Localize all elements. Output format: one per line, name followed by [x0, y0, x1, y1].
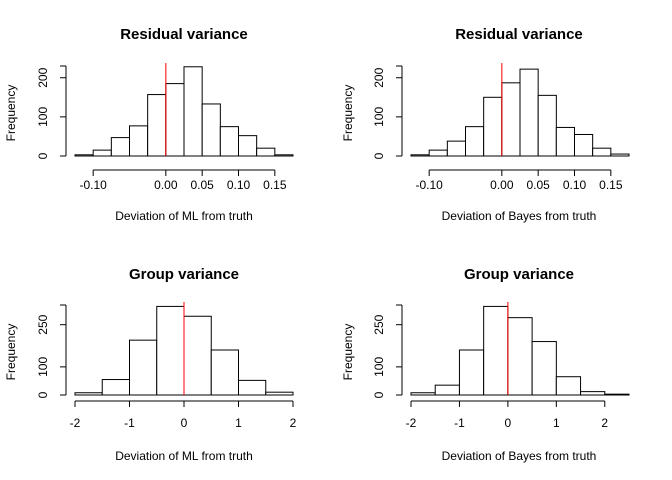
histogram-bar — [156, 305, 185, 396]
histogram-bar — [165, 83, 185, 157]
x-tick-label: 0.00 — [154, 178, 178, 192]
histogram-bar — [555, 126, 575, 157]
histogram-bar — [274, 154, 294, 157]
y-tick-label: 200 — [36, 67, 50, 87]
x-tick-label: 2 — [601, 416, 608, 430]
histogram-bar — [265, 391, 294, 396]
chart-title: Residual variance — [455, 26, 583, 43]
histogram-bar — [183, 315, 212, 396]
x-tick-label: -0.10 — [415, 178, 443, 192]
histogram-bar — [531, 341, 557, 396]
chart-title: Group variance — [129, 266, 239, 283]
y-tick-label: 100 — [372, 107, 386, 127]
x-axis-label: Deviation of Bayes from truth — [442, 209, 597, 223]
histogram-bar — [74, 154, 94, 157]
x-tick-label: 0.10 — [227, 178, 251, 192]
y-tick-label: 0 — [372, 391, 386, 398]
plot-area: -0.10 0.00 0.05 0.10 0.15 0 100 200 — [36, 63, 294, 192]
x-axis-label: Deviation of ML from truth — [115, 209, 253, 223]
histogram-bar — [519, 68, 539, 157]
x-tick-label: -0.10 — [79, 178, 107, 192]
chart-title: Residual variance — [120, 26, 248, 43]
x-tick-label: 1 — [553, 416, 560, 430]
x-tick-label: 0.05 — [526, 178, 550, 192]
histogram-bar — [92, 149, 112, 157]
plot-area: -2 -1 0 1 2 0 100 250 — [372, 302, 630, 430]
plot-area: -0.10 0.00 0.05 0.10 0.15 0 100 200 — [372, 63, 630, 192]
y-axis-label: Frequency — [341, 324, 355, 381]
x-tick-label: 0.15 — [263, 178, 287, 192]
y-tick-label: 0 — [372, 152, 386, 159]
x-tick-label: -1 — [454, 416, 465, 430]
x-tick-label: -2 — [70, 416, 81, 430]
histogram-bar — [555, 376, 582, 396]
x-axis-label: Deviation of ML from truth — [115, 449, 253, 463]
histogram-bar — [210, 349, 239, 396]
x-tick-label: 0 — [505, 416, 512, 430]
histogram-bar — [129, 125, 149, 157]
histogram-bar — [74, 392, 103, 396]
histogram-bar — [110, 137, 131, 157]
histogram-bar — [410, 154, 430, 157]
x-tick-label: 0.05 — [190, 178, 214, 192]
y-tick-label: 200 — [372, 67, 386, 87]
histogram-bar — [201, 103, 221, 157]
x-tick-label: 1 — [235, 416, 242, 430]
y-tick-label: 250 — [372, 314, 386, 334]
histogram-bar — [604, 393, 630, 396]
panel-residual-ml: Residual variance Deviation of ML from t… — [4, 26, 294, 223]
histogram-bar — [483, 96, 503, 157]
y-axis-label: Frequency — [4, 324, 18, 381]
histogram-bar — [610, 153, 630, 157]
x-tick-label: -2 — [406, 416, 417, 430]
y-tick-label: 0 — [36, 391, 50, 398]
histogram-bar — [574, 133, 594, 157]
histogram-bar — [219, 126, 239, 157]
x-tick-label: 0.15 — [599, 178, 623, 192]
x-tick-label: 0 — [181, 416, 188, 430]
y-tick-label: 100 — [36, 107, 50, 127]
histogram-bar — [507, 317, 533, 396]
histogram-bar — [101, 379, 130, 396]
x-tick-label: 0.00 — [490, 178, 514, 192]
histogram-bar — [434, 384, 460, 396]
histogram-bar — [147, 94, 167, 157]
y-axis-label: Frequency — [341, 85, 355, 142]
y-axis-label: Frequency — [4, 85, 18, 142]
histogram-bar — [580, 391, 606, 396]
histogram-bar — [483, 305, 509, 396]
histogram-bar — [238, 379, 267, 396]
x-tick-label: 2 — [290, 416, 297, 430]
histogram-bar — [410, 392, 436, 396]
y-tick-label: 250 — [36, 314, 50, 334]
x-tick-label: -1 — [124, 416, 135, 430]
panel-residual-bayes: Residual variance Deviation of Bayes fro… — [341, 26, 630, 223]
y-tick-label: 0 — [36, 152, 50, 159]
histogram-bar — [537, 94, 557, 157]
x-tick-label: 0.10 — [563, 178, 587, 192]
x-axis-label: Deviation of Bayes from truth — [442, 449, 597, 463]
histogram-bar — [428, 149, 448, 157]
histogram-bar — [256, 147, 276, 157]
chart-title: Group variance — [464, 266, 574, 283]
histogram-bar — [458, 349, 485, 396]
y-tick-label: 100 — [36, 357, 50, 377]
histogram-bar — [446, 140, 467, 157]
plot-area: -2 -1 0 1 2 0 100 250 — [36, 302, 297, 430]
panel-group-ml: Group variance Deviation of ML from trut… — [4, 266, 297, 463]
histogram-bar — [129, 339, 158, 396]
panel-group-bayes: Group variance Deviation of Bayes from t… — [341, 266, 630, 463]
histogram-bar — [183, 66, 203, 157]
y-tick-label: 100 — [372, 357, 386, 377]
histogram-bar — [592, 147, 612, 157]
histogram-bar — [501, 82, 521, 157]
histogram-bar — [238, 135, 258, 157]
histogram-bar — [465, 126, 485, 157]
